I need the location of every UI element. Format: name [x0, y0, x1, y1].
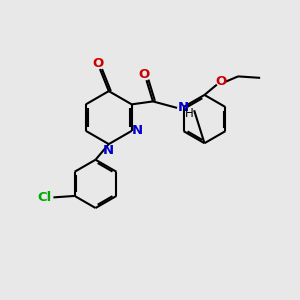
Text: N: N: [131, 124, 142, 137]
Text: O: O: [93, 57, 104, 70]
Text: N: N: [103, 143, 114, 157]
Text: H: H: [184, 107, 193, 120]
Text: O: O: [216, 75, 227, 88]
Text: Cl: Cl: [38, 191, 52, 204]
Text: O: O: [138, 68, 149, 81]
Text: N: N: [178, 101, 189, 114]
